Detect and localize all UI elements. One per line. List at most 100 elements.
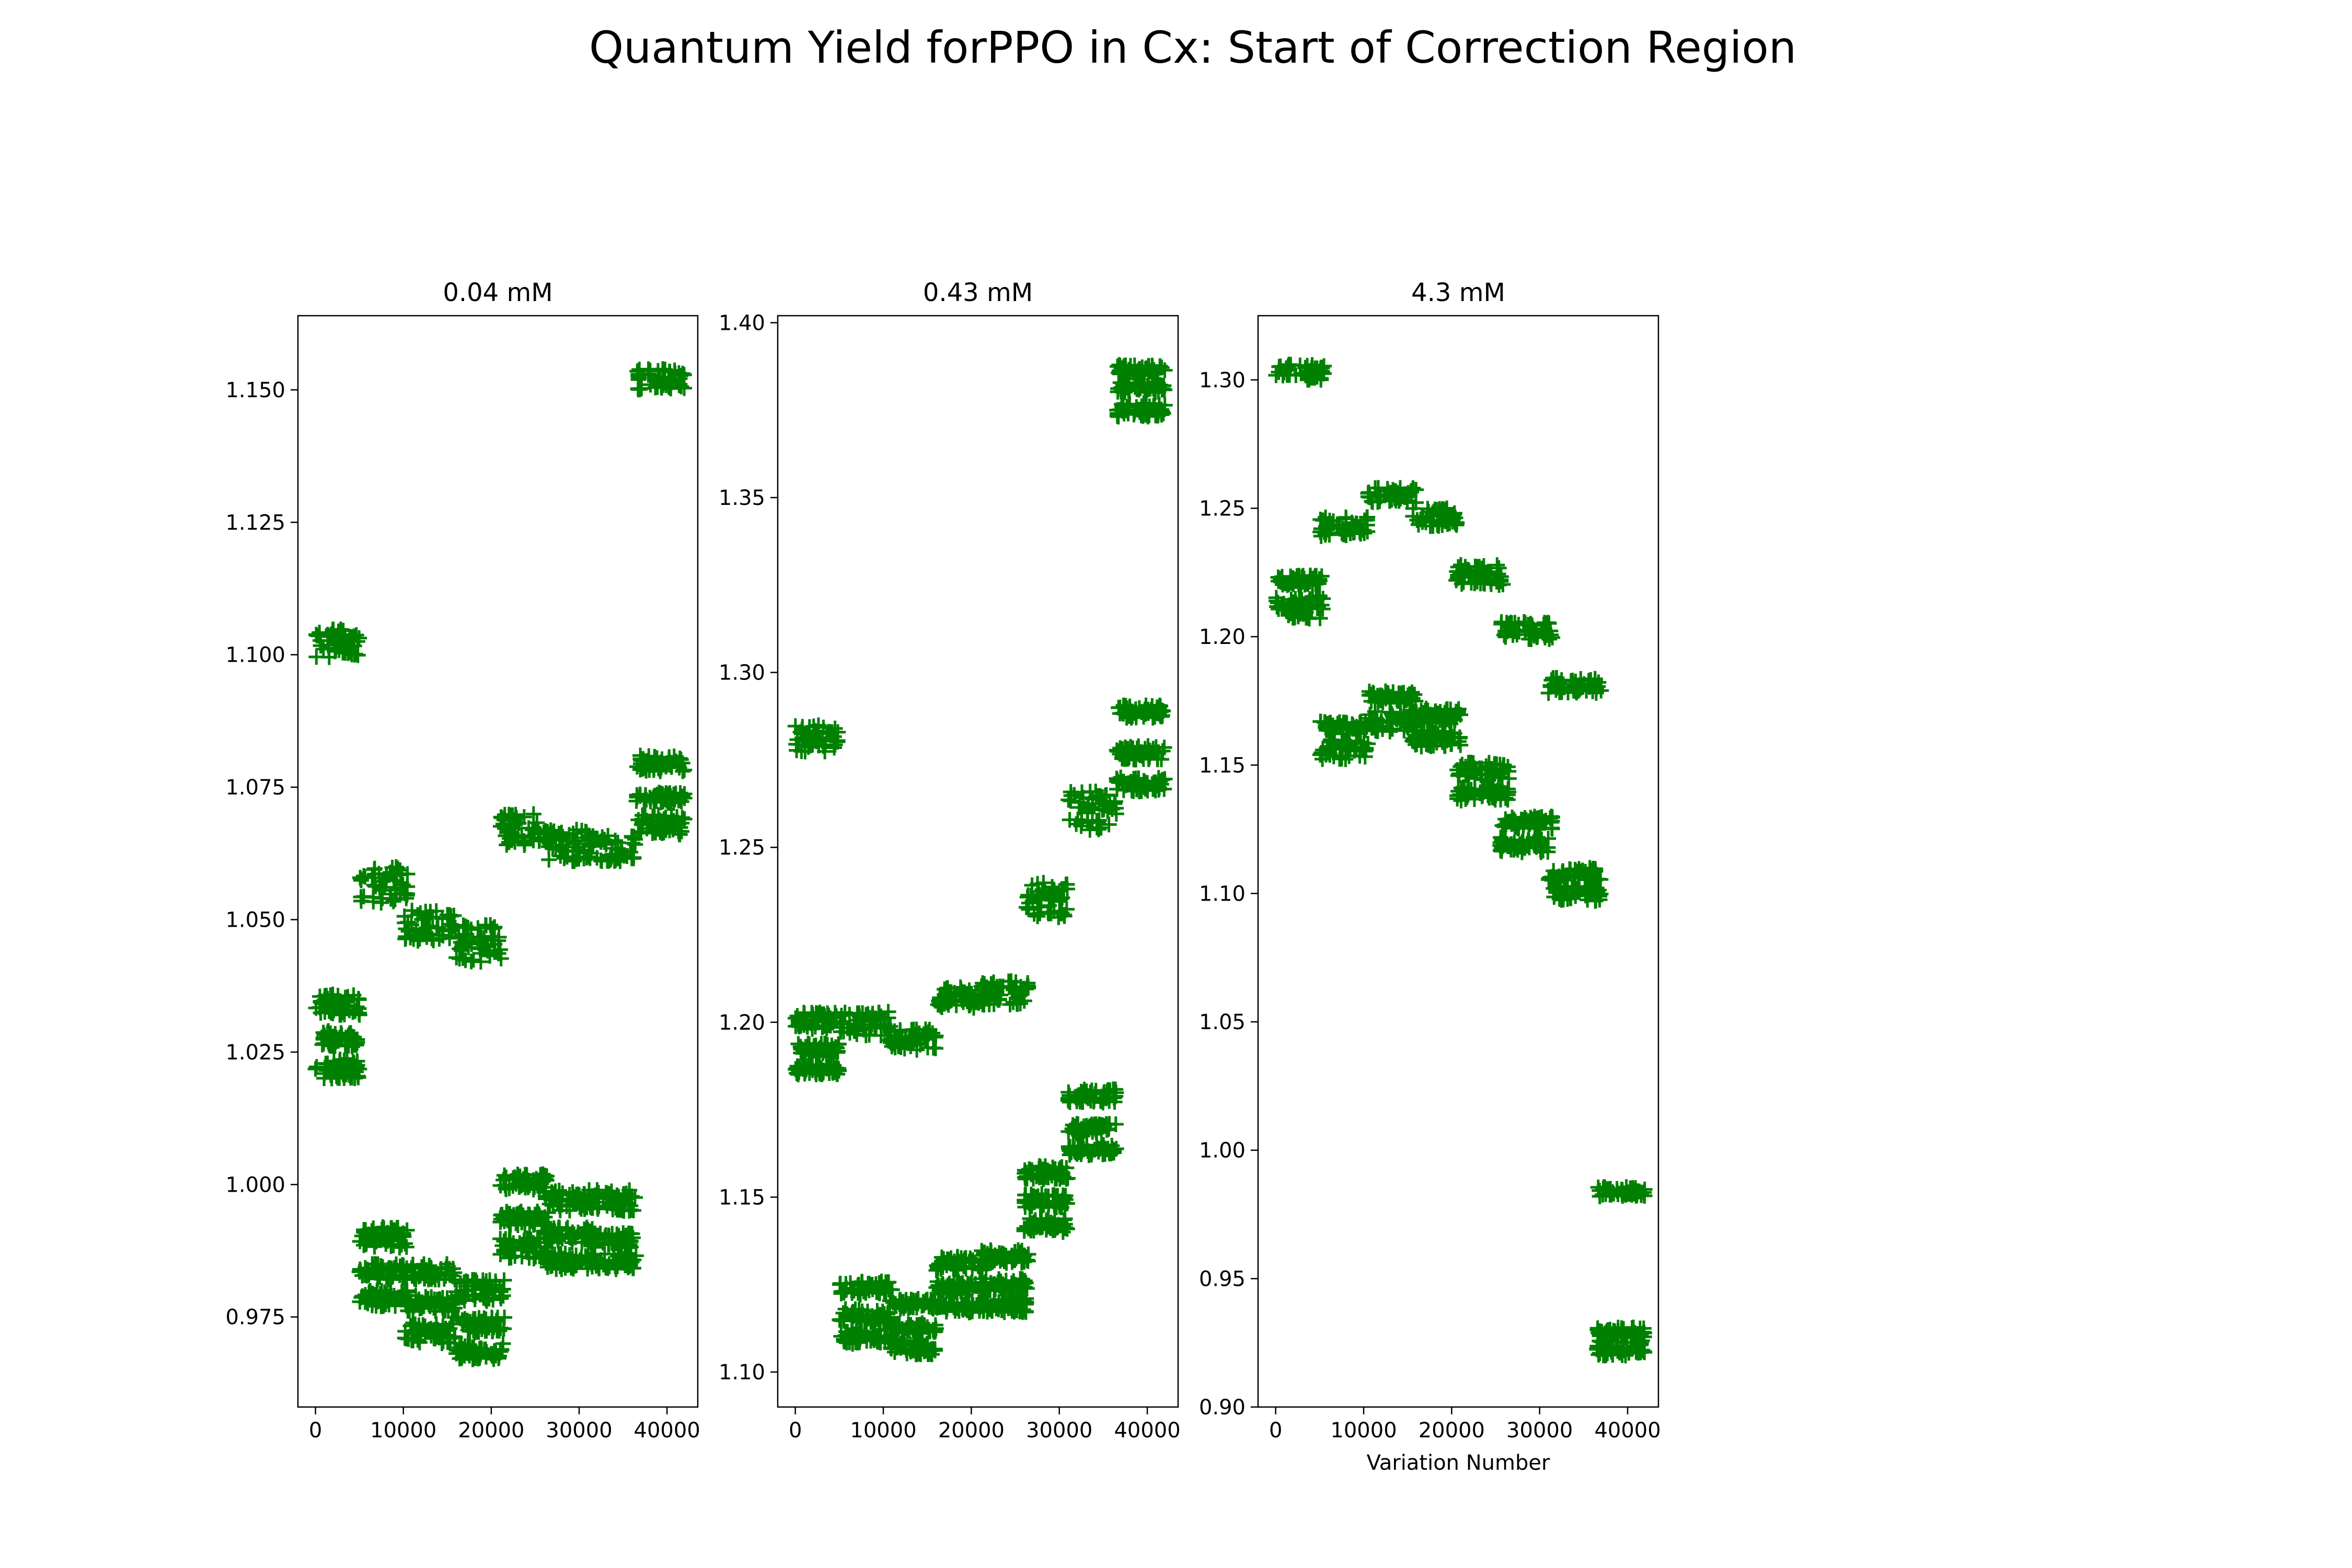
data-point xyxy=(431,931,447,947)
y-tick-label: 1.25 xyxy=(719,836,765,860)
data-point xyxy=(606,1254,622,1271)
data-point xyxy=(564,853,581,869)
data-cluster-28 xyxy=(581,1246,644,1277)
data-point xyxy=(435,1304,452,1320)
data-point xyxy=(320,1062,336,1078)
data-point xyxy=(571,842,587,858)
data-cluster-25 xyxy=(580,828,643,869)
data-point xyxy=(527,1206,543,1223)
data-point xyxy=(525,1181,541,1197)
data-point xyxy=(327,1038,343,1054)
data-point xyxy=(495,1281,511,1297)
data-point xyxy=(340,989,356,1005)
data-point xyxy=(589,831,605,847)
data-cluster-31 xyxy=(628,785,693,811)
data-point xyxy=(623,1202,639,1218)
data-point xyxy=(460,932,476,949)
data-point xyxy=(353,871,369,887)
data-point xyxy=(478,1286,494,1302)
data-point xyxy=(560,1256,576,1273)
data-cluster-12 xyxy=(397,1315,463,1352)
data-cluster-10 xyxy=(396,1256,463,1288)
data-point xyxy=(395,877,411,893)
y-tick-label: 1.150 xyxy=(225,378,285,402)
y-tick-label: 1.10 xyxy=(719,1361,765,1385)
data-point xyxy=(448,1284,465,1300)
data-cluster-26 xyxy=(580,1182,643,1219)
data-point xyxy=(429,1292,445,1308)
data-point xyxy=(498,1231,514,1247)
data-cluster-11 xyxy=(397,1288,464,1320)
data-point xyxy=(456,1282,472,1298)
data-point xyxy=(525,806,541,822)
data-point xyxy=(672,376,688,393)
data-point xyxy=(331,642,347,658)
data-point xyxy=(444,1268,460,1284)
y-tick-label: 1.025 xyxy=(225,1041,285,1065)
data-point xyxy=(344,633,361,649)
data-cluster-24 xyxy=(536,1246,600,1277)
panels: 0.04 mM0 10000 20000 30000 400000.9751.0001.… xyxy=(225,278,1661,1475)
data-cluster-14 xyxy=(448,1272,512,1309)
data-point xyxy=(470,1324,487,1340)
data-point xyxy=(455,1341,471,1357)
data-point xyxy=(375,873,391,890)
data-point xyxy=(386,1223,402,1239)
data-point xyxy=(493,950,509,966)
data-point xyxy=(496,1242,512,1258)
x-tick-label: 0 xyxy=(309,1419,322,1443)
data-point xyxy=(315,641,331,658)
data-cluster-2 xyxy=(308,986,367,1023)
data-point xyxy=(371,1229,387,1245)
data-point xyxy=(406,1298,422,1315)
data-point xyxy=(452,1351,468,1367)
data-cluster-5 xyxy=(352,859,416,911)
data-point xyxy=(413,1259,430,1275)
data-point xyxy=(495,1335,511,1352)
data-point xyxy=(465,1351,481,1367)
data-point xyxy=(561,1227,577,1243)
data-point xyxy=(552,841,568,857)
data-point xyxy=(619,848,635,864)
data-point xyxy=(662,757,678,773)
data-point xyxy=(502,831,518,847)
y-tick-label: 1.35 xyxy=(719,486,765,510)
data-point xyxy=(492,1214,509,1230)
data-point xyxy=(601,1186,617,1202)
panel-title: 0.43 mM xyxy=(923,278,1033,307)
data-point xyxy=(595,1235,611,1251)
data-point xyxy=(457,918,474,935)
plot-frame xyxy=(297,315,699,1408)
data-point xyxy=(361,1287,377,1303)
data-point xyxy=(412,905,429,921)
data-point xyxy=(385,893,401,909)
data-point xyxy=(523,1231,539,1248)
data-point xyxy=(475,1276,491,1293)
data-point xyxy=(421,1322,437,1338)
y-tick-label: 1.40 xyxy=(719,311,765,335)
data-point xyxy=(370,1293,386,1309)
data-point xyxy=(514,1175,530,1192)
panel-title: 4.3 mM xyxy=(1411,278,1505,307)
data-point xyxy=(487,936,503,952)
y-tick-label: 0.975 xyxy=(225,1306,285,1330)
data-point xyxy=(514,827,530,844)
data-point xyxy=(604,1183,619,1200)
data-point xyxy=(536,1226,552,1242)
data-point xyxy=(441,1330,457,1346)
data-point xyxy=(316,1066,332,1082)
x-tick-label: 10000 xyxy=(850,1419,916,1443)
data-point xyxy=(366,1237,383,1253)
data-point xyxy=(421,1270,437,1286)
data-point xyxy=(675,788,691,804)
data-cluster-9 xyxy=(396,903,463,949)
data-point xyxy=(533,1167,549,1183)
data-point xyxy=(643,757,659,774)
data-point xyxy=(448,950,465,966)
data-point xyxy=(407,1316,423,1332)
data-point xyxy=(540,1235,556,1251)
data-point xyxy=(325,986,341,1002)
data-cluster-15 xyxy=(449,1309,513,1341)
y-tick-label: 1.20 xyxy=(719,1011,765,1035)
y-tick-label: 1.075 xyxy=(225,776,285,800)
